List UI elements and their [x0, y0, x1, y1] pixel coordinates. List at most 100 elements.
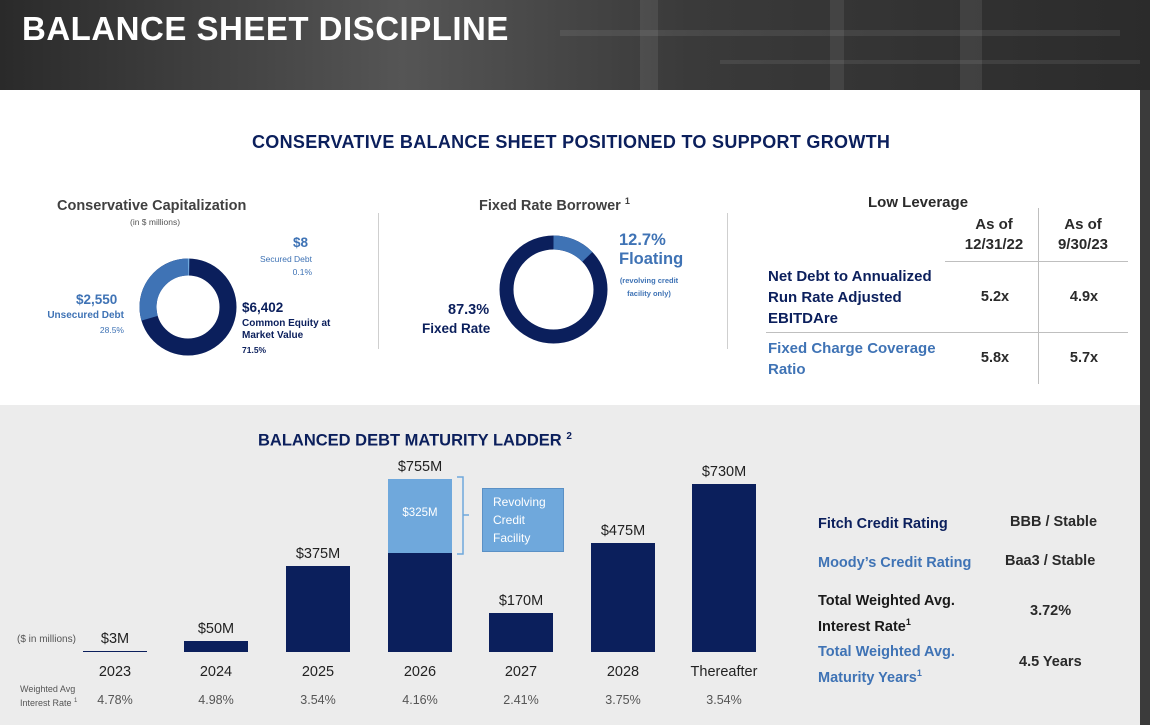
bar-2025	[286, 565, 350, 652]
bar-total-label-2027: $170M	[498, 592, 544, 609]
bar-thereafter	[692, 484, 756, 652]
ladder-footnote: 2	[566, 431, 572, 442]
unsecured-slice	[139, 258, 189, 321]
revolver-line2: Credit	[493, 513, 526, 527]
leverage-col2-line2: 9/30/23	[1057, 236, 1109, 253]
moodys-value: Baa3 / Stable	[1005, 553, 1096, 569]
leverage-hline-1	[945, 261, 1128, 262]
leverage-col1-line1: As of	[975, 216, 1013, 233]
total-rate-value: 3.72%	[1030, 603, 1072, 619]
rate-value-2023: 4.78%	[97, 693, 133, 707]
right-edge-strip	[1140, 90, 1150, 725]
total-rate-label: Total Weighted Avg. Interest Rate1	[818, 591, 955, 638]
fixed-rate-title-text: Fixed Rate Borrower	[479, 197, 621, 214]
top-section: CONSERVATIVE BALANCE SHEET POSITIONED TO…	[0, 90, 1140, 405]
rate-value-thereafter: 3.54%	[706, 693, 742, 707]
fixed-pct: 87.3%	[448, 302, 490, 318]
category-label-thereafter: Thereafter	[690, 664, 758, 680]
bar-2023	[83, 650, 147, 652]
rate-value-2024: 4.98%	[198, 693, 234, 707]
rate-value-2026: 4.16%	[402, 693, 438, 707]
category-label-2028: 2028	[606, 664, 640, 680]
bottom-section: BALANCED DEBT MATURITY LADDER 2 $3M 2023 4…	[0, 405, 1140, 725]
fixed-rate-donut	[499, 235, 608, 344]
leverage-hline-2	[766, 332, 1128, 333]
fixed-slice	[499, 235, 608, 344]
segment-label-2026: $325M	[402, 507, 438, 520]
leverage-vline-1	[1038, 208, 1039, 384]
equity-pct: 71.5%	[242, 345, 267, 355]
bar-total-label-2025: $375M	[295, 545, 341, 562]
bar-segment-revolver-2026	[388, 478, 452, 554]
leverage-row2-line1: Fixed Charge Coverage	[768, 340, 936, 357]
fitch-value: BBB / Stable	[1010, 514, 1098, 530]
rate-value-2025: 3.54%	[300, 693, 336, 707]
ladder-title-text: BALANCED DEBT MATURITY LADDER	[258, 431, 562, 450]
leverage-row1-v1: 5.2x	[980, 289, 1010, 305]
secured-value: $8	[293, 235, 309, 250]
ladder-title: BALANCED DEBT MATURITY LADDER 2	[258, 431, 572, 451]
leverage-row1-line1: Net Debt to Annualized	[768, 268, 932, 285]
rate-value-2027: 2.41%	[503, 693, 539, 707]
equity-label-1: Common Equity at	[242, 318, 331, 329]
fitch-label: Fitch Credit Rating	[818, 516, 948, 532]
bar-total-label-2026: $755M	[397, 458, 443, 475]
leverage-row1-line3: EBITDAre	[768, 310, 839, 327]
bar-2027	[489, 612, 553, 652]
divider-1	[378, 213, 379, 349]
bar-total-label-thereafter: $730M	[701, 464, 747, 481]
unsecured-value: $2,550	[76, 292, 118, 307]
leverage-row2-v1: 5.8x	[980, 350, 1010, 366]
total-rate-fn: 1	[905, 617, 911, 627]
category-label-2026: 2026	[403, 664, 437, 680]
fixed-rate-footnote: 1	[624, 196, 630, 206]
bar-total-label-2024: $50M	[197, 620, 235, 637]
rate-label-line2: Interest Rate 1	[20, 698, 77, 708]
total-rate-line1: Total Weighted Avg.	[818, 593, 955, 609]
moodys-label: Moody’s Credit Rating	[818, 555, 972, 571]
capitalization-title: Conservative Capitalization	[57, 198, 247, 214]
bar-total-label-2028: $475M	[600, 522, 646, 539]
secured-pct: 0.1%	[292, 267, 312, 277]
floating-note-2: facility only)	[627, 289, 671, 298]
unsecured-label: Unsecured Debt	[47, 310, 124, 321]
ladder-units: ($ in millions)	[17, 634, 76, 645]
header-banner: BALANCE SHEET DISCIPLINE	[0, 0, 1150, 90]
total-maturity-value: 4.5 Years	[1019, 654, 1082, 670]
leverage-row2-v2: 5.7x	[1069, 350, 1099, 366]
bar-total-label-2023: $3M	[100, 630, 130, 647]
top-section-title: CONSERVATIVE BALANCE SHEET POSITIONED TO…	[252, 132, 891, 152]
fixed-rate-title: Fixed Rate Borrower 1	[479, 196, 630, 214]
leverage-row1-v2: 4.9x	[1069, 289, 1099, 305]
fixed-label: Fixed Rate	[422, 321, 491, 336]
revolver-line1: Revolving	[493, 495, 546, 509]
floating-pct: 12.7%	[619, 231, 666, 249]
capitalization-subtitle: (in $ millions)	[130, 217, 181, 227]
floating-note-1: (revolving credit	[619, 276, 679, 285]
rate-label-footnote: 1	[74, 698, 78, 704]
bar-2024	[184, 640, 248, 652]
rate-label-line2-text: Interest Rate	[20, 698, 72, 708]
total-maturity-label: Total Weighted Avg. Maturity Years1	[818, 642, 955, 689]
leverage-title: Low Leverage	[868, 194, 969, 211]
equity-label-2: Market Value	[242, 330, 304, 341]
leverage-row1-label: Net Debt to Annualized Run Rate Adjusted…	[768, 266, 932, 329]
total-rate-line2: Interest Rate1	[818, 612, 955, 638]
category-label-2027: 2027	[504, 664, 538, 680]
category-label-2023: 2023	[98, 664, 132, 680]
floating-label: Floating	[619, 250, 684, 268]
floating-slice	[553, 235, 593, 263]
revolver-line3: Facility	[493, 531, 531, 545]
rate-label-line1: Weighted Avg	[20, 684, 76, 694]
leverage-row2-line2: Ratio	[768, 361, 806, 378]
page-title: BALANCE SHEET DISCIPLINE	[22, 10, 509, 47]
divider-2	[727, 213, 728, 349]
rate-value-2028: 3.75%	[605, 693, 641, 707]
capitalization-donut	[139, 258, 237, 356]
revolver-bracket	[457, 476, 469, 555]
leverage-row2-label: Fixed Charge Coverage Ratio	[768, 338, 936, 380]
total-maturity-line1: Total Weighted Avg.	[818, 644, 955, 660]
total-maturity-fn: 1	[916, 668, 922, 678]
secured-label: Secured Debt	[260, 254, 312, 264]
total-maturity-line2: Maturity Years1	[818, 663, 955, 689]
